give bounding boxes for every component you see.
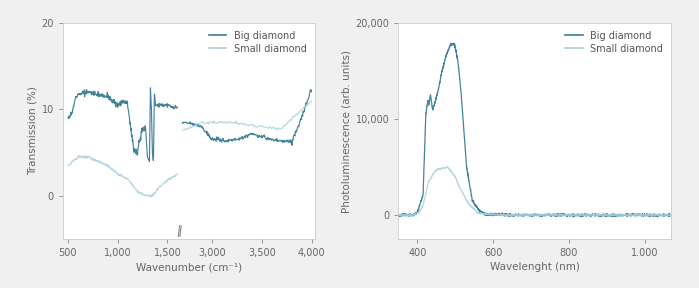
Y-axis label: Transmission (%): Transmission (%) bbox=[27, 87, 37, 175]
Legend: Big diamond, Small diamond: Big diamond, Small diamond bbox=[206, 28, 310, 57]
X-axis label: Wavenumber (cm⁻¹): Wavenumber (cm⁻¹) bbox=[136, 262, 242, 272]
X-axis label: Wavelenght (nm): Wavelenght (nm) bbox=[490, 262, 579, 272]
Y-axis label: Photoluminescence (arb. units): Photoluminescence (arb. units) bbox=[341, 50, 352, 213]
Legend: Big diamond, Small diamond: Big diamond, Small diamond bbox=[562, 28, 666, 57]
